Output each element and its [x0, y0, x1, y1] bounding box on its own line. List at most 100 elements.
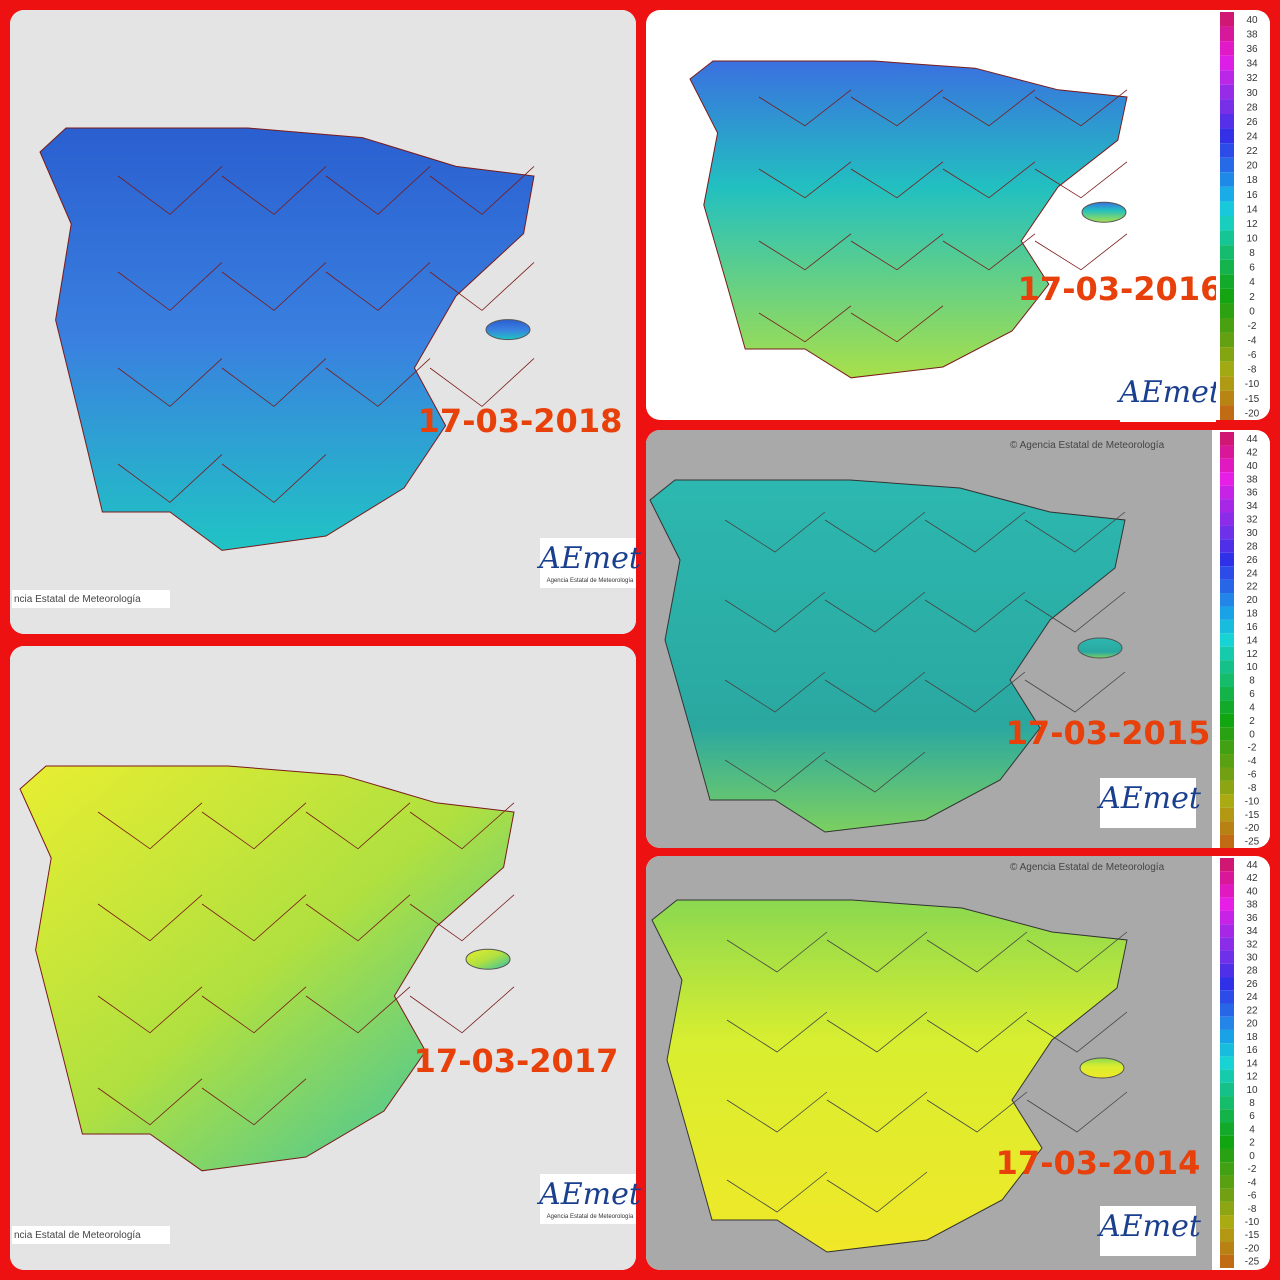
legend-label: 24 — [1246, 992, 1258, 1003]
legend-label: 36 — [1246, 488, 1258, 499]
legend-swatch — [1220, 84, 1234, 100]
logo-box — [1120, 372, 1216, 422]
province-border — [758, 305, 852, 343]
legend-label: -25 — [1245, 1257, 1260, 1268]
balearic-island — [1079, 1057, 1125, 1079]
iberia — [689, 60, 1128, 379]
logo: AEmet — [536, 541, 642, 576]
legend-swatch — [1220, 216, 1234, 231]
legend-label: 18 — [1246, 609, 1258, 620]
province-border — [97, 986, 203, 1034]
logo: AEmet — [1096, 1209, 1202, 1244]
land — [19, 765, 515, 1172]
legend-swatch — [1220, 99, 1234, 114]
province-border — [1026, 1091, 1128, 1133]
legend-label: 32 — [1246, 73, 1258, 84]
map-panel: 17-03-2015 © Agencia Estatal de Meteorolo… — [646, 430, 1270, 848]
date-label: 17-03-2015 — [1006, 714, 1211, 752]
legend-swatch — [1220, 405, 1234, 420]
legend-swatch — [1220, 512, 1234, 526]
legend-swatch — [1220, 858, 1234, 872]
legend-swatch — [1220, 1029, 1234, 1044]
legend-swatch — [1220, 633, 1234, 647]
legend-swatch — [1220, 318, 1234, 333]
legend-label: -15 — [1245, 810, 1260, 821]
legend-swatch — [1220, 472, 1234, 486]
legend-label: 14 — [1246, 635, 1258, 646]
legend-swatch — [1220, 26, 1234, 42]
legend-label: 24 — [1246, 132, 1258, 143]
province-border — [826, 1171, 928, 1213]
legend-label: 28 — [1246, 541, 1258, 552]
legend-swatch — [1220, 245, 1234, 260]
legend-swatch — [1220, 660, 1234, 674]
legend-label: 40 — [1246, 886, 1258, 897]
legend-swatch — [1220, 230, 1234, 246]
legend-swatch — [1220, 259, 1234, 275]
province-border — [221, 358, 327, 407]
legend-swatch — [1220, 740, 1234, 755]
province-border — [201, 986, 307, 1034]
province-border — [826, 1011, 928, 1053]
legend-label: -8 — [1248, 365, 1257, 376]
land — [649, 479, 1126, 833]
province-border — [97, 1078, 203, 1126]
province-border — [1034, 161, 1128, 199]
legend-label: -8 — [1248, 783, 1257, 794]
province-border — [305, 986, 411, 1034]
legend-label: 40 — [1246, 461, 1258, 472]
province-border — [824, 751, 926, 793]
province-border — [926, 931, 1028, 973]
legend-label: 6 — [1249, 263, 1255, 274]
province-border — [325, 166, 431, 215]
legend-swatch — [1220, 821, 1234, 835]
province-border — [1024, 671, 1126, 713]
legend-label: 4 — [1249, 702, 1255, 713]
legend-swatch — [1220, 593, 1234, 607]
legend-label: 2 — [1249, 292, 1255, 303]
legend-label: 34 — [1246, 926, 1258, 937]
legend-label: -15 — [1245, 394, 1260, 405]
province-border — [97, 802, 203, 850]
legend-swatch — [1220, 619, 1234, 634]
legend-swatch — [1220, 1109, 1234, 1123]
legend-swatch — [1220, 41, 1234, 56]
province-border — [117, 166, 223, 215]
province-border — [429, 262, 535, 311]
province-border — [724, 591, 826, 633]
province-border — [942, 89, 1036, 127]
legend-label: 12 — [1246, 1072, 1258, 1083]
legend-swatch — [1220, 376, 1234, 391]
legend-swatch — [1220, 1201, 1234, 1216]
legend-swatch — [1220, 646, 1234, 661]
legend-label: -4 — [1248, 1177, 1257, 1188]
legend-swatch — [1220, 157, 1234, 173]
legend-swatch — [1220, 303, 1234, 318]
legend-label: 0 — [1249, 306, 1255, 317]
legend-label: 30 — [1246, 88, 1258, 99]
province-border — [97, 894, 203, 942]
province-border — [942, 161, 1036, 199]
legend-label: 0 — [1249, 1151, 1255, 1162]
legend-swatch — [1220, 288, 1234, 304]
logo-subtitle: Agencia Estatal de Meteorología — [547, 578, 634, 584]
province-border — [724, 751, 826, 793]
province-border — [325, 358, 431, 407]
logo: AEmet — [1096, 781, 1202, 816]
province-border — [429, 166, 535, 215]
province-border — [724, 671, 826, 713]
legend-label: 22 — [1246, 146, 1258, 157]
legend-label: 44 — [1246, 434, 1258, 445]
iberia — [19, 765, 515, 1172]
map-panel: 17-03-2016AEmet4038363432302826242220181… — [646, 10, 1270, 422]
province-border — [409, 894, 515, 942]
legend-swatch — [1220, 713, 1234, 728]
legend-swatch — [1220, 566, 1234, 580]
logo: AEmet — [536, 1177, 642, 1212]
legend-label: -25 — [1245, 837, 1260, 848]
legend-swatch — [1220, 12, 1234, 27]
legend-swatch — [1220, 673, 1234, 687]
legend-swatch — [1220, 871, 1234, 885]
legend-swatch — [1220, 834, 1234, 848]
legend-label: 2 — [1249, 716, 1255, 727]
